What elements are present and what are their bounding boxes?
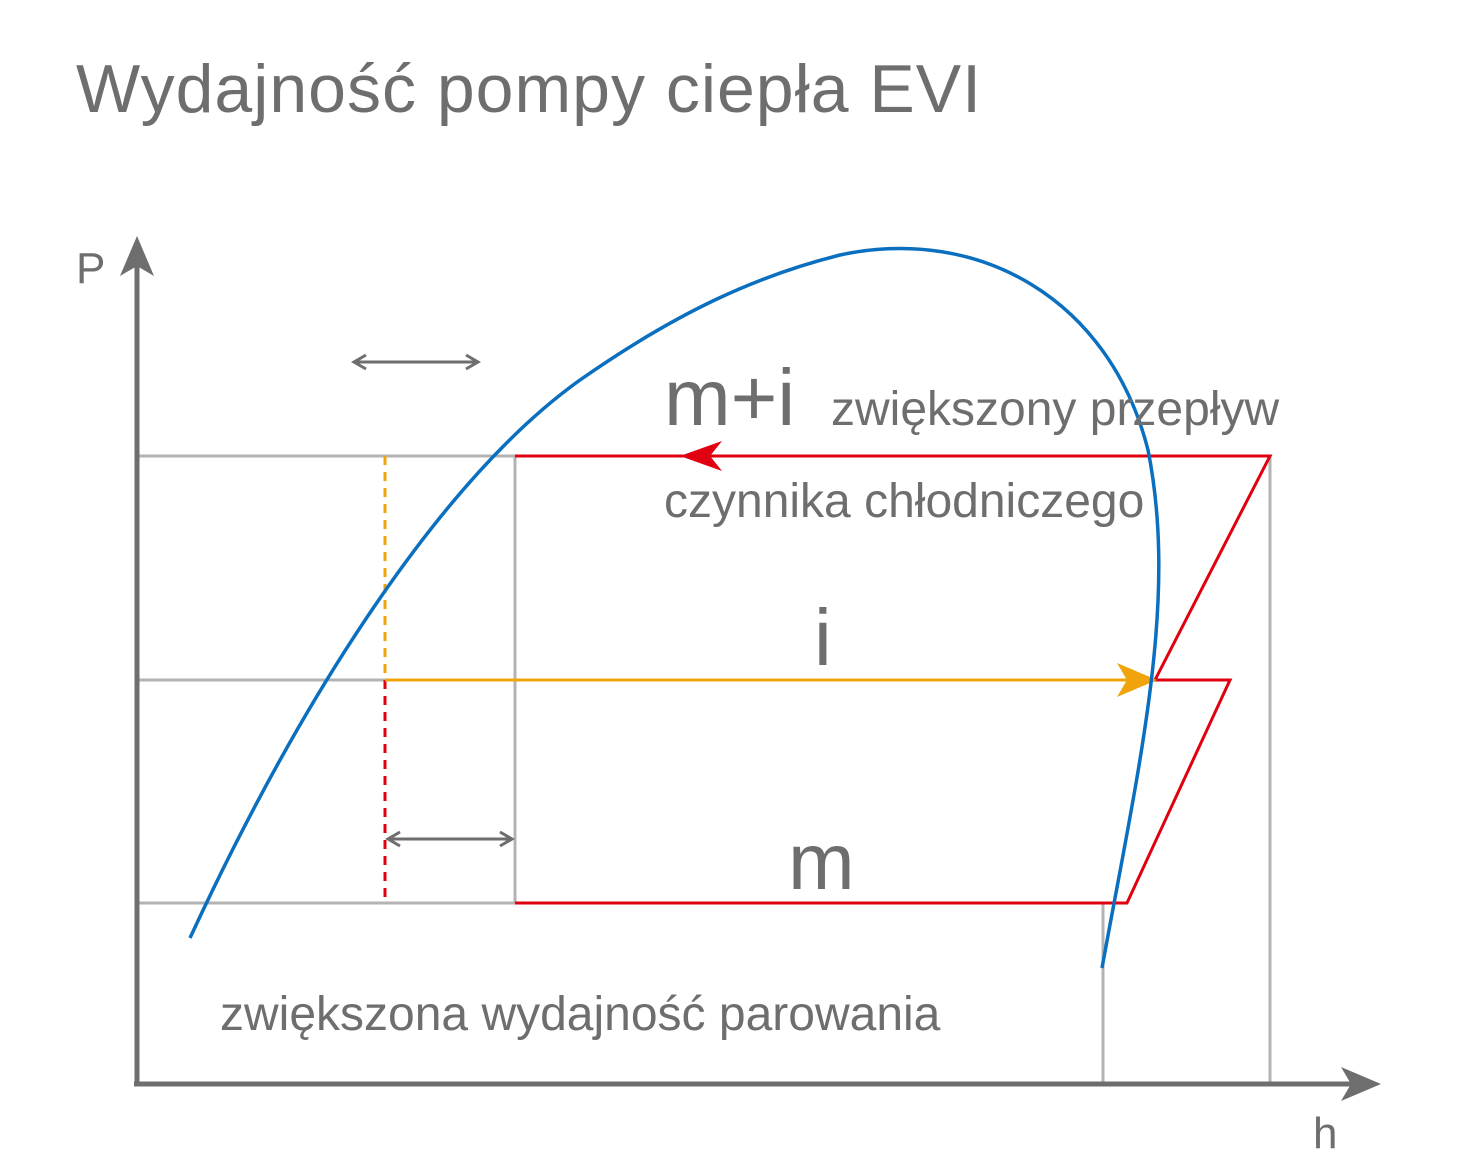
x-axis-label: h <box>1313 1109 1337 1158</box>
double-arrow-bottom <box>385 830 515 848</box>
injection-arrow-icon <box>1117 663 1157 697</box>
label-i: i <box>814 593 832 682</box>
x-axis-arrow-icon <box>1341 1067 1381 1101</box>
cycle-high-pressure-line <box>515 454 1273 905</box>
saturation-curve <box>188 246 1161 969</box>
y-axis-label: P <box>76 244 105 293</box>
label-evaporation: zwiększona wydajność parowania <box>220 988 941 1041</box>
label-m-plus-i: m+i <box>664 353 795 442</box>
axes <box>120 236 1381 1101</box>
y-axis-arrow-icon <box>120 236 154 276</box>
refrigerant-cycle <box>383 454 1273 905</box>
label-flow-line1: zwiększony przepływ <box>831 383 1279 436</box>
label-m: m <box>788 817 855 906</box>
cycle-direction-arrow-icon <box>680 441 722 471</box>
label-flow-line2: czynnika chłodniczego <box>664 475 1144 528</box>
double-arrow-top <box>351 353 481 371</box>
diagram-title: Wydajność pompy ciepła EVI <box>76 51 983 127</box>
injection-path <box>383 456 1130 682</box>
